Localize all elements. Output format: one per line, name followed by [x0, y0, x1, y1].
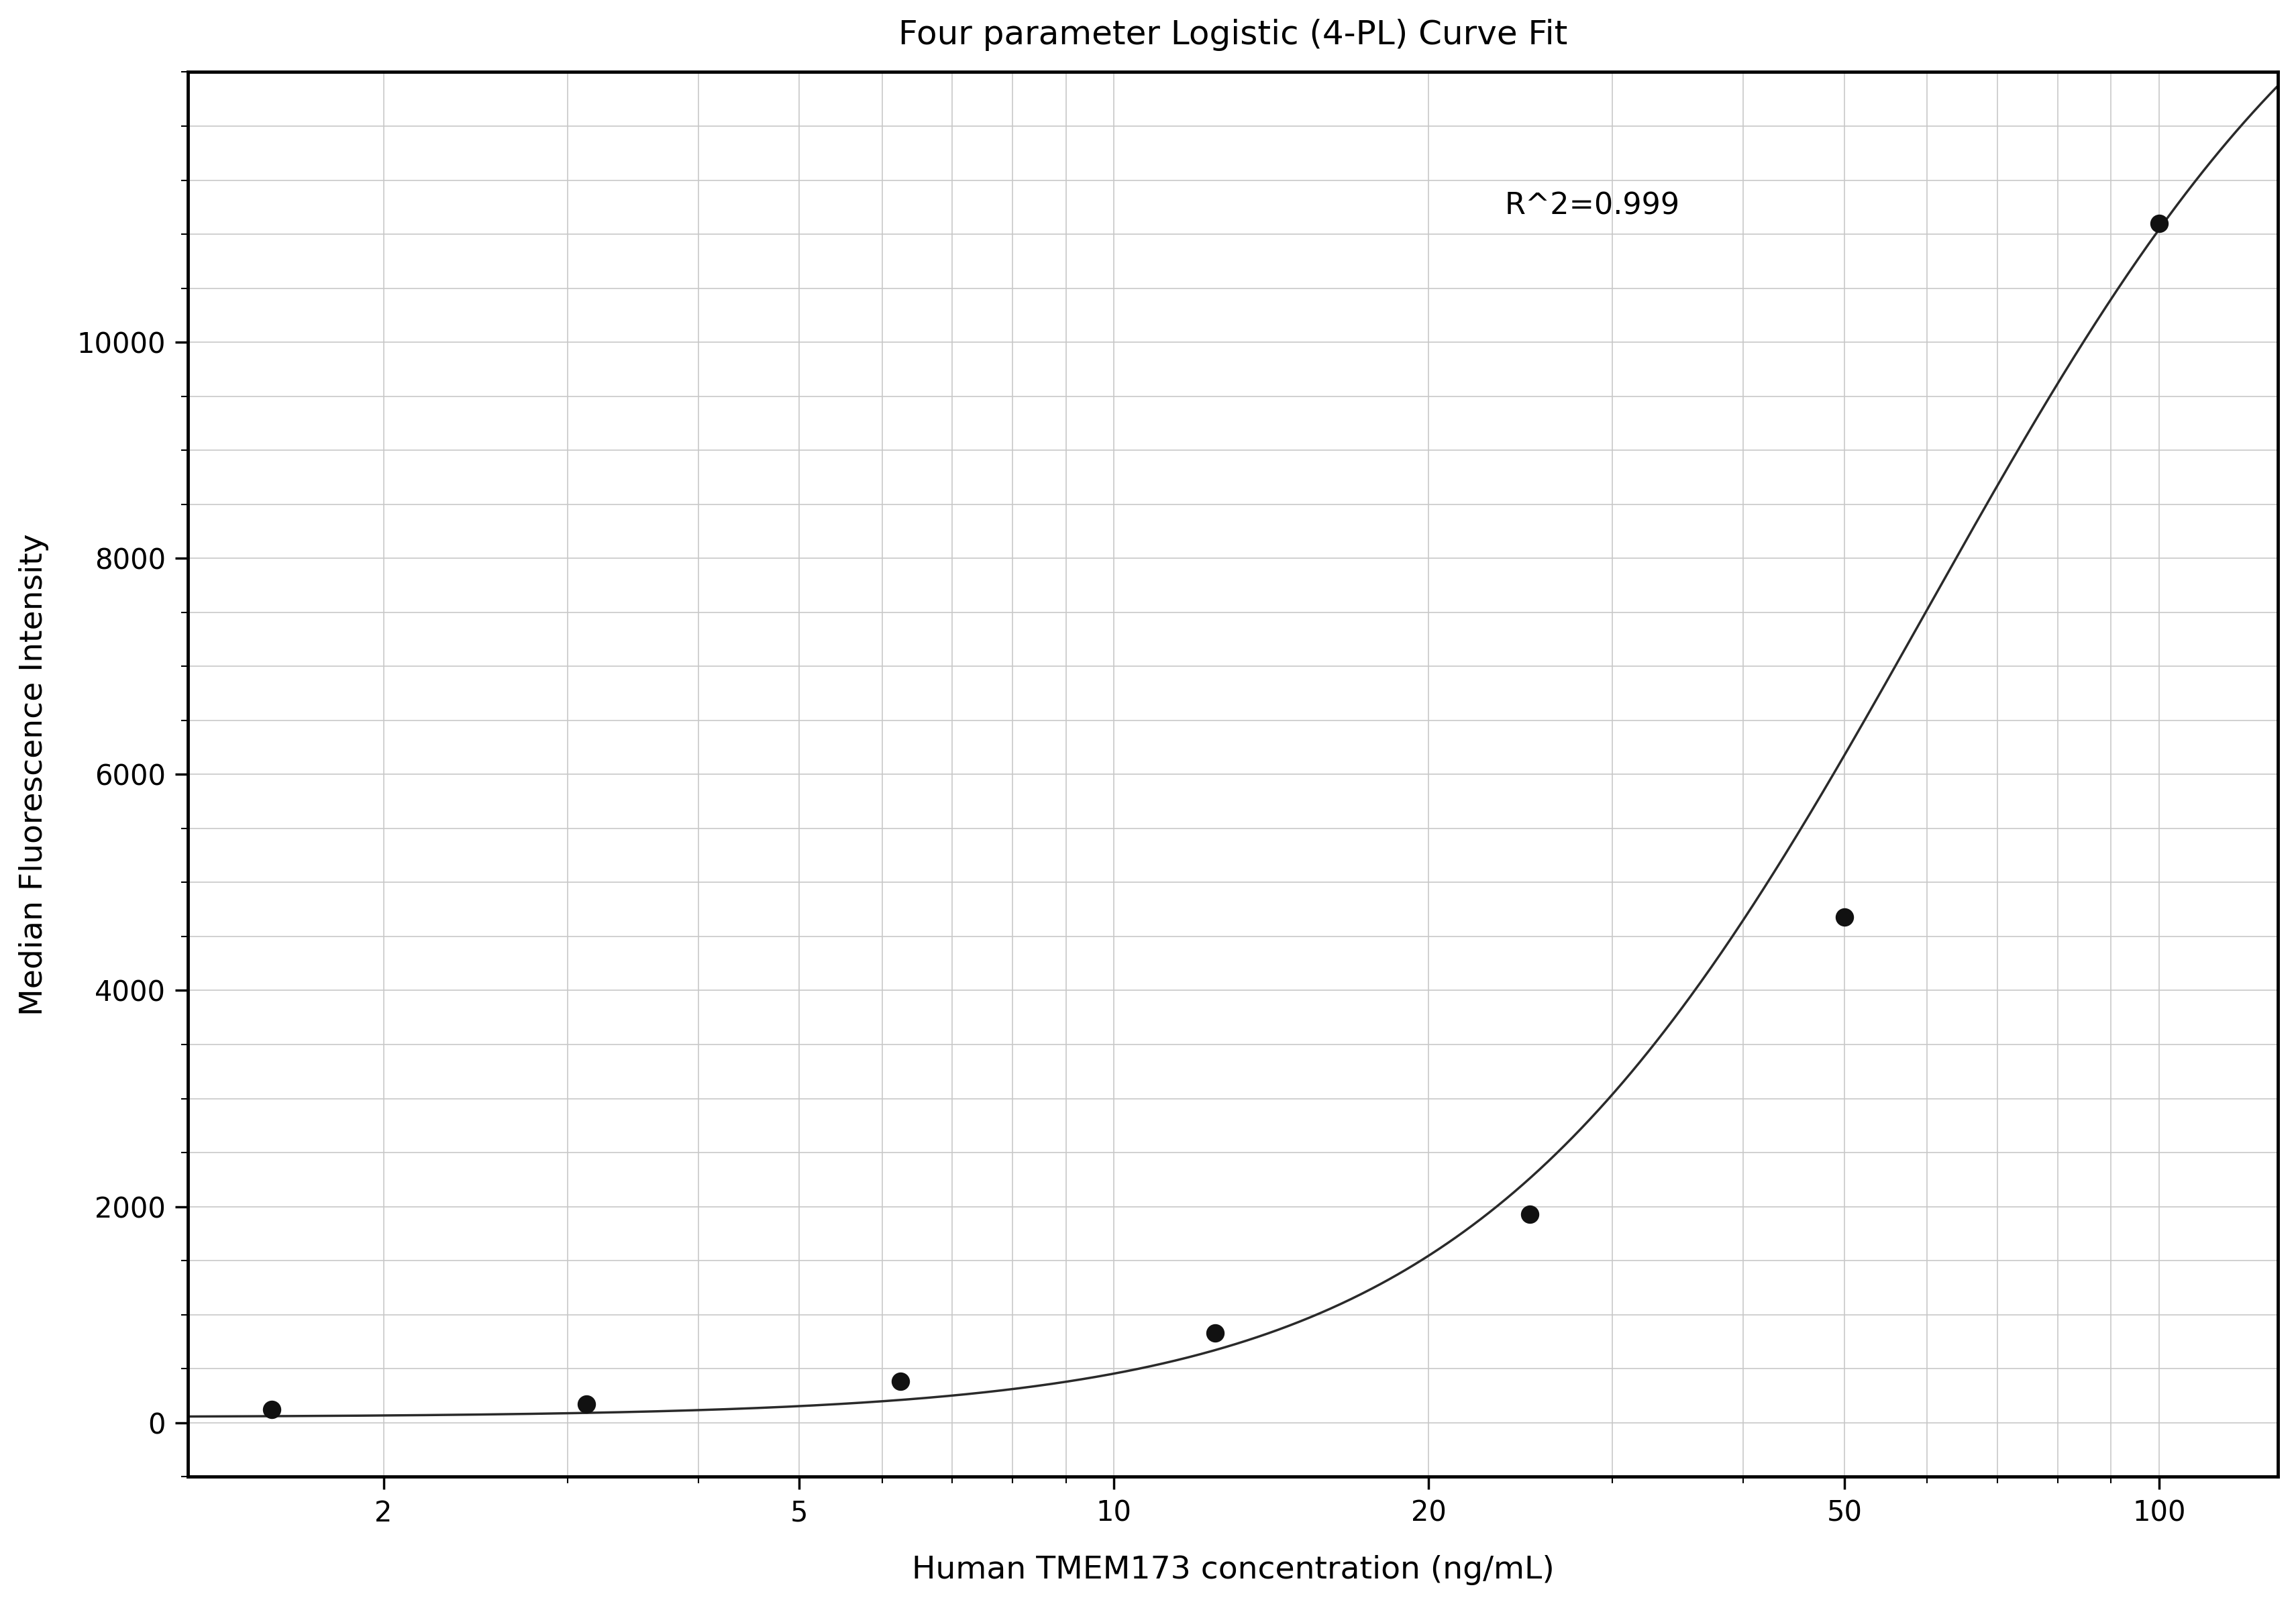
Point	[2140, 210, 2177, 236]
Point	[1511, 1201, 1548, 1227]
Point	[567, 1391, 604, 1416]
Y-axis label: Median Fluorescence Intensity: Median Fluorescence Intensity	[18, 533, 48, 1015]
Point	[1196, 1320, 1233, 1346]
X-axis label: Human TMEM173 concentration (ng/mL): Human TMEM173 concentration (ng/mL)	[912, 1556, 1554, 1585]
Point	[253, 1397, 289, 1423]
Text: R^2=0.999: R^2=0.999	[1504, 191, 1678, 220]
Point	[1825, 905, 1862, 930]
Title: Four parameter Logistic (4-PL) Curve Fit: Four parameter Logistic (4-PL) Curve Fit	[898, 19, 1568, 51]
Point	[882, 1368, 918, 1394]
